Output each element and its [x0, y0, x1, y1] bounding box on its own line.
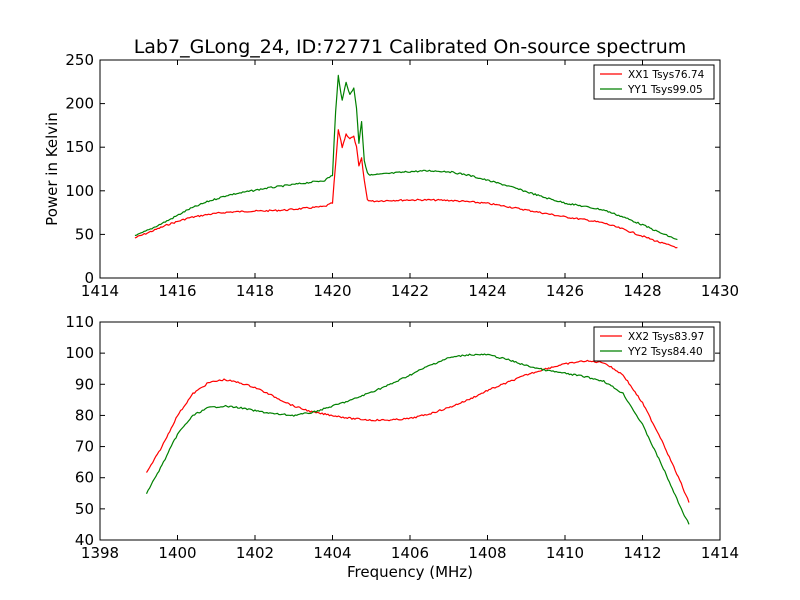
figure-title: Lab7_GLong_24, ID:72771 Calibrated On-so… — [134, 36, 687, 58]
x-tick-label: 1408 — [468, 544, 506, 562]
y-tick-label: 150 — [65, 138, 94, 156]
series-line-1-2 — [134, 74, 678, 241]
x-tick-label: 1412 — [623, 544, 661, 562]
series-line-2-1 — [145, 359, 690, 503]
y-tick-label: 110 — [65, 313, 94, 331]
x-tick-label: 1422 — [391, 282, 429, 300]
x-tick-label: 1414 — [81, 282, 119, 300]
y-tick-label: 90 — [75, 375, 94, 393]
x-tick-label: 1402 — [236, 544, 274, 562]
legend-entry: XX1 Tsys76.74 — [628, 69, 705, 81]
x-tick-label: 1400 — [158, 544, 196, 562]
y-tick-label: 100 — [65, 344, 94, 362]
y-tick-label: 200 — [65, 95, 94, 113]
y-axis-label: Power in Kelvin — [43, 112, 61, 226]
x-tick-label: 1426 — [546, 282, 584, 300]
x-tick-label: 1406 — [391, 544, 429, 562]
x-axis-label: Frequency (MHz) — [347, 563, 473, 581]
legend-entry: YY1 Tsys99.05 — [627, 84, 703, 96]
y-tick-label: 100 — [65, 182, 94, 200]
x-tick-label: 1424 — [468, 282, 506, 300]
bottom-plot: 1398 1400 1402 1404 1406 1408 1410 1412 1414 40 50… — [65, 313, 739, 562]
y-tick-label: 50 — [75, 225, 94, 243]
y-tick-label: 40 — [75, 531, 94, 549]
series-line-2-2 — [145, 353, 690, 525]
y-tick-label: 70 — [75, 438, 94, 456]
x-tick-label: 1414 — [701, 544, 739, 562]
legend-entry: YY2 Tsys84.40 — [627, 346, 703, 358]
y-tick-label: 50 — [75, 500, 94, 518]
y-tick-label: 80 — [75, 406, 94, 424]
legend: XX2 Tsys83.97 YY2 Tsys84.40 — [593, 326, 715, 362]
x-tick-label: 1418 — [236, 282, 274, 300]
x-tick-label: 1398 — [81, 544, 119, 562]
y-tick-label: 250 — [65, 51, 94, 69]
legend-box — [593, 326, 715, 362]
y-tick-label: 60 — [75, 469, 94, 487]
x-tick-label: 1428 — [623, 282, 661, 300]
x-tick-label: 1410 — [546, 544, 584, 562]
series-line-1-1 — [134, 129, 678, 249]
x-tick-label: 1430 — [701, 282, 739, 300]
legend: XX1 Tsys76.74 YY1 Tsys99.05 — [593, 64, 715, 100]
y-tick-label: 0 — [84, 269, 94, 287]
x-tick-label: 1404 — [313, 544, 351, 562]
x-tick-label: 1416 — [158, 282, 196, 300]
top-plot: 1414 1416 1418 1420 1422 1424 1426 1428 1430 0 50 1… — [43, 51, 739, 300]
x-tick-label: 1420 — [313, 282, 351, 300]
legend-entry: XX2 Tsys83.97 — [628, 331, 704, 343]
legend-box — [593, 64, 715, 100]
